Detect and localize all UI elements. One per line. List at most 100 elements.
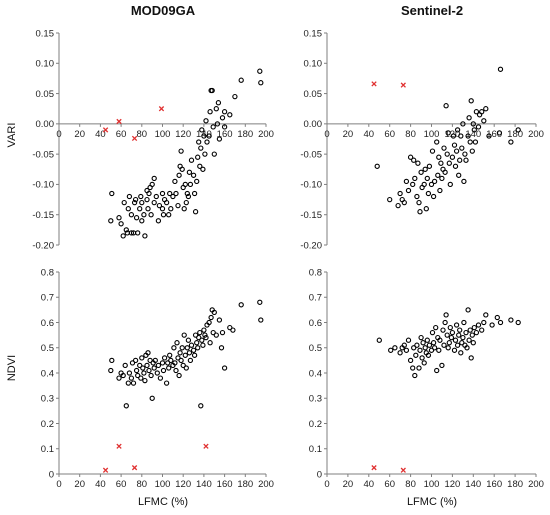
- mod-vari-data-point: [109, 190, 115, 197]
- s2-ndvi-data-point: [468, 355, 474, 361]
- mod-ndvi-data-point: [199, 337, 205, 343]
- s2-vari-xtick-label: 60: [384, 129, 395, 140]
- ylabel-ndvi: NDVI: [6, 355, 18, 381]
- s2-vari-ytick-label: -0.05: [300, 149, 322, 160]
- s2-ndvi-data-point: [481, 319, 487, 326]
- mod-ndvi-ytick-label: 0.8: [41, 267, 54, 278]
- mod-vari-data-point: [214, 121, 221, 127]
- mod-ndvi-data-point: [180, 362, 186, 369]
- s2-ndvi-excluded-point: [371, 465, 377, 471]
- s2-vari-data-point: [415, 160, 421, 166]
- s2-vari-data-point: [458, 133, 464, 139]
- s2-ndvi-data-point: [410, 365, 416, 371]
- s2-ndvi-data-point: [418, 334, 424, 341]
- mod-vari-data-point: [198, 145, 204, 151]
- mod-ndvi-xtick-label: 80: [137, 479, 148, 490]
- mod-ndvi-data-point: [148, 372, 154, 379]
- s2-ndvi-panel: 0 0.1 0.2 0.3 0.4 0.5 0.6 0.7 0.8 0 20 40 60 80 100 120…: [309, 267, 544, 490]
- mod-ndvi-data-point: [168, 357, 174, 364]
- mod-vari-data-point: [123, 227, 129, 233]
- s2-ndvi-data-point: [433, 324, 439, 331]
- mod-vari-data-point: [221, 109, 228, 115]
- s2-ndvi-data-point: [460, 334, 466, 341]
- s2-ndvi-ytick-label: 0.6: [309, 318, 322, 329]
- s2-vari-data-point: [438, 160, 444, 166]
- mod-ndvi-data-point: [109, 357, 115, 364]
- mod-vari-data-point: [173, 190, 179, 197]
- mod-vari-data-point: [168, 206, 174, 212]
- s2-ndvi-data-point: [454, 342, 461, 348]
- s2-vari-data-point: [426, 163, 433, 169]
- s2-vari-data-point: [417, 209, 423, 215]
- mod-ndvi-data-point: [238, 302, 244, 308]
- mod-vari-xtick-label: 160: [217, 129, 233, 140]
- s2-vari-data-point: [457, 157, 463, 163]
- mod-vari-data-point: [166, 212, 172, 218]
- mod-vari-data-point: [209, 87, 215, 94]
- s2-ndvi-data-point: [441, 342, 447, 348]
- mod-vari-data-point: [195, 154, 201, 160]
- s2-vari-data-point: [437, 187, 443, 194]
- mod-vari-data-point: [219, 115, 226, 121]
- s2-ndvi-xtick-label: 20: [343, 479, 354, 490]
- s2-ndvi-data-point: [447, 324, 453, 331]
- mod-ndvi-data-point: [129, 360, 136, 366]
- mod-ndvi-data-point: [154, 370, 160, 376]
- s2-ndvi-data-point: [437, 337, 443, 343]
- s2-vari-data-point: [459, 145, 465, 151]
- mod-ndvi-data-point: [211, 309, 217, 316]
- s2-ndvi-data-point: [443, 312, 449, 318]
- s2-vari-ytick-label: -0.20: [300, 240, 322, 251]
- mod-ndvi-data-point: [151, 365, 157, 371]
- mod-ndvi-data-point: [200, 342, 206, 348]
- mod-vari-excluded-point: [158, 106, 165, 112]
- s2-ndvi-data-point: [467, 327, 473, 333]
- mod-vari-data-point: [227, 112, 233, 118]
- s2-ndvi-xtick-label: 120: [444, 479, 460, 490]
- mod-vari-data-point: [238, 77, 244, 83]
- s2-vari-data-point: [403, 178, 410, 185]
- cross-stroke: [131, 135, 138, 142]
- s2-ndvi-excluded-point: [400, 467, 406, 473]
- s2-vari-data-point: [471, 127, 477, 133]
- mod-vari-excluded-point: [116, 118, 122, 125]
- s2-ndvi-data-point: [497, 319, 504, 326]
- mod-ndvi-data-point: [210, 329, 216, 336]
- mod-ndvi-data-point: [174, 340, 180, 346]
- mod-ndvi-data-point: [147, 357, 153, 364]
- s2-vari-data-point: [481, 118, 487, 124]
- mod-vari-data-point: [188, 157, 195, 163]
- s2-ndvi-data-point: [466, 337, 472, 343]
- s2-vari-data-point: [446, 160, 452, 166]
- s2-vari-ytick-label: 0.00: [304, 119, 323, 130]
- s2-vari-data-point: [466, 115, 472, 121]
- s2-vari-data-point: [508, 139, 514, 145]
- mod-ndvi-xtick-label: 0: [56, 479, 61, 490]
- mod-ndvi-data-point: [116, 375, 122, 381]
- mod-ndvi-xtick-label: 40: [95, 479, 106, 490]
- mod-vari-xtick-label: 40: [95, 129, 106, 140]
- s2-ndvi-data-point: [422, 345, 428, 351]
- mod-vari-data-point: [159, 206, 166, 212]
- mod-ndvi-data-point: [130, 380, 137, 386]
- cross-stroke: [371, 465, 377, 471]
- s2-ndvi-xtick-label: 140: [465, 479, 481, 490]
- mod-ndvi-data-point: [165, 360, 171, 366]
- s2-ndvi-data-point: [397, 350, 403, 356]
- s2-vari-data-point: [401, 199, 407, 206]
- s2-ndvi-xtick-label: 100: [424, 479, 440, 490]
- s2-ndvi-ytick-label: 0.4: [309, 368, 322, 379]
- mod-vari-ytick-label: 0.05: [36, 89, 55, 100]
- s2-vari-ytick-label: 0.05: [304, 89, 323, 100]
- mod-vari-data-point: [191, 190, 198, 197]
- title-right: Sentinel-2: [401, 3, 463, 18]
- title-left: MOD09GA: [131, 3, 196, 18]
- s2-vari-data-point: [469, 148, 475, 154]
- s2-vari-data-point: [405, 187, 412, 194]
- mod-vari-data-point: [199, 127, 205, 133]
- s2-vari-data-point: [460, 121, 466, 127]
- mod-vari-excluded-point: [102, 127, 109, 133]
- s2-vari-xtick-label: 40: [364, 129, 375, 140]
- s2-ndvi-data-point: [470, 340, 476, 346]
- s2-ndvi-data-point: [416, 365, 422, 371]
